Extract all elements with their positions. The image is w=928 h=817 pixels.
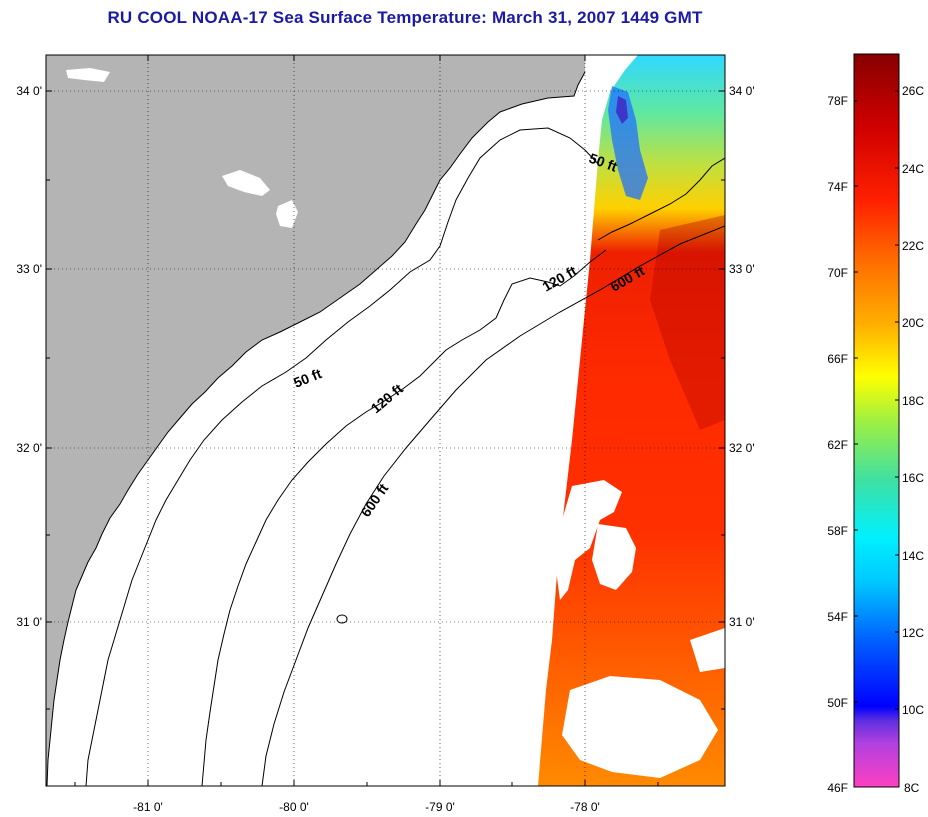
colorbar — [853, 53, 900, 788]
cloud-gap — [690, 628, 725, 672]
colorbar-c-label: 8C — [904, 781, 920, 795]
colorbar-c-label: 26C — [902, 84, 924, 98]
colorbar-c-label: 12C — [902, 626, 924, 640]
sound-water — [586, 55, 608, 98]
coastline — [46, 71, 586, 786]
colorbar-f-label: 46F — [827, 781, 848, 795]
colorbar-c-label: 18C — [902, 394, 924, 408]
colorbar-f-label: 50F — [827, 696, 848, 710]
lon-tick-label: -81 0' — [133, 800, 163, 814]
lat-tick-label-right: 31 0' — [729, 615, 755, 629]
colorbar-f-label: 58F — [827, 524, 848, 538]
colorbar-c-label: 16C — [902, 471, 924, 485]
lat-tick-label: 31 0' — [16, 615, 42, 629]
depth-contour-120ft — [201, 249, 607, 786]
colorbar-c-label: 14C — [902, 549, 924, 563]
colorbar-f-label: 78F — [827, 94, 848, 108]
cold-water-core — [616, 96, 628, 124]
map-title: RU COOL NOAA-17 Sea Surface Temperature:… — [107, 8, 703, 27]
depth-contour-shelf — [597, 157, 725, 241]
colorbar-f-label: 66F — [827, 352, 848, 366]
inland-lake — [66, 68, 110, 82]
depth-contour-50ft — [85, 127, 601, 786]
inland-lake — [222, 170, 270, 196]
lat-tick-label: 34 0' — [16, 84, 42, 98]
colorbar-ticks — [854, 90, 899, 710]
map-frame — [45, 54, 726, 787]
lon-tick-label: -80 0' — [279, 800, 309, 814]
lon-tick-label: -78 0' — [570, 800, 600, 814]
colorbar-c-label: 20C — [902, 316, 924, 330]
cloud-gap — [592, 524, 636, 590]
land-mass — [46, 55, 585, 786]
colorbar-c-label: 22C — [902, 239, 924, 253]
cloud-gap — [562, 676, 718, 778]
cloud-gap — [556, 480, 622, 600]
axis-ticks — [46, 55, 725, 786]
depth-contour-600ft — [261, 225, 725, 786]
lat-tick-label: 33 0' — [16, 262, 42, 276]
lat-tick-label: 32 0' — [16, 441, 42, 455]
colorbar-f-label: 54F — [827, 610, 848, 624]
lat-tick-label-right: 32 0' — [729, 441, 755, 455]
colorbar-f-label: 74F — [827, 180, 848, 194]
inland-lake — [276, 200, 298, 228]
colorbar-f-label: 62F — [827, 438, 848, 452]
lat-tick-label-right: 33 0' — [729, 262, 755, 276]
lat-tick-label-right: 34 0' — [729, 84, 755, 98]
colorbar-c-label: 24C — [902, 162, 924, 176]
shoal-contour — [336, 614, 348, 624]
colorbar-f-label: 70F — [827, 266, 848, 280]
lon-tick-label: -79 0' — [425, 800, 455, 814]
colorbar-c-label: 10C — [902, 703, 924, 717]
